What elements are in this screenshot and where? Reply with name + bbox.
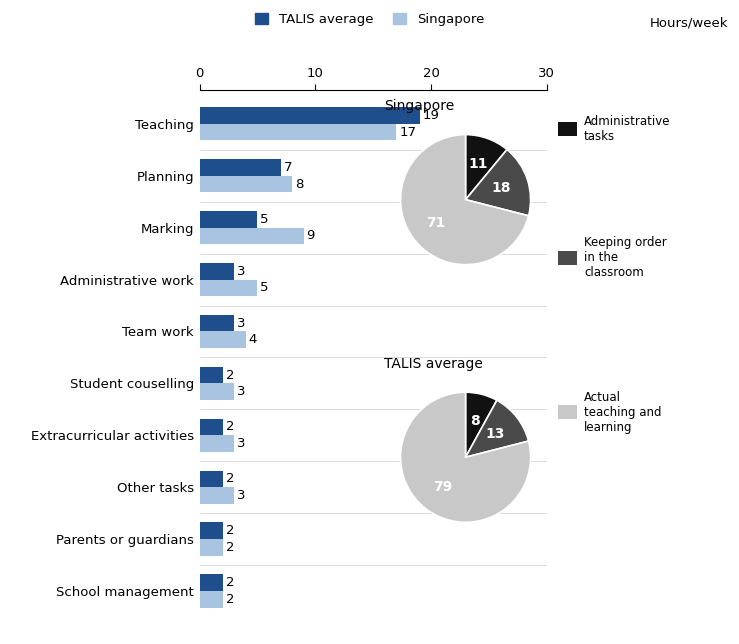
- Bar: [200, 211, 257, 228]
- Text: 3: 3: [237, 437, 245, 450]
- Legend: TALIS average, Singapore: TALIS average, Singapore: [255, 13, 484, 26]
- Text: 71: 71: [426, 216, 446, 230]
- Wedge shape: [401, 392, 531, 522]
- Bar: [200, 263, 234, 279]
- Text: 3: 3: [237, 385, 245, 398]
- Text: 2: 2: [225, 524, 234, 537]
- Bar: [200, 228, 304, 244]
- Text: 2: 2: [225, 541, 234, 554]
- Bar: [200, 159, 281, 176]
- Text: 3: 3: [237, 489, 245, 502]
- Text: 2: 2: [225, 576, 234, 589]
- Text: 2: 2: [225, 592, 234, 606]
- Bar: [200, 419, 222, 435]
- Text: 7: 7: [284, 161, 292, 174]
- Text: 3: 3: [237, 317, 245, 330]
- Text: 13: 13: [486, 427, 505, 441]
- Bar: [200, 471, 222, 487]
- Bar: [200, 124, 396, 140]
- Wedge shape: [466, 135, 507, 200]
- Wedge shape: [466, 149, 531, 216]
- Bar: [200, 487, 234, 504]
- Bar: [200, 539, 222, 556]
- Text: 5: 5: [260, 213, 269, 226]
- Bar: [200, 279, 257, 296]
- Text: Keeping order
in the
classroom: Keeping order in the classroom: [584, 236, 667, 279]
- Bar: [200, 332, 246, 348]
- Wedge shape: [401, 135, 528, 265]
- Text: 2: 2: [225, 421, 234, 433]
- Bar: [200, 591, 222, 607]
- Text: 8: 8: [470, 413, 480, 428]
- Text: 5: 5: [260, 281, 269, 294]
- Text: 2: 2: [225, 368, 234, 381]
- Text: 4: 4: [249, 334, 257, 346]
- Wedge shape: [466, 392, 497, 457]
- Text: 9: 9: [307, 229, 315, 243]
- Bar: [200, 108, 420, 124]
- Text: 11: 11: [469, 157, 488, 171]
- Bar: [200, 435, 234, 452]
- Bar: [200, 383, 234, 400]
- Bar: [200, 522, 222, 539]
- Bar: [200, 176, 292, 193]
- Text: Administrative
tasks: Administrative tasks: [584, 115, 670, 143]
- Text: 19: 19: [423, 109, 439, 122]
- Text: 3: 3: [237, 265, 245, 278]
- Text: Actual
teaching and
learning: Actual teaching and learning: [584, 391, 661, 433]
- Bar: [200, 574, 222, 591]
- Text: 17: 17: [399, 126, 416, 138]
- Wedge shape: [466, 401, 528, 457]
- Text: TALIS average: TALIS average: [384, 357, 483, 370]
- Text: 2: 2: [225, 472, 234, 486]
- Text: 8: 8: [295, 178, 304, 191]
- Bar: [200, 367, 222, 383]
- Text: 79: 79: [433, 480, 452, 494]
- Bar: [200, 315, 234, 332]
- Text: Hours/week: Hours/week: [650, 16, 728, 29]
- Text: Singapore: Singapore: [384, 99, 454, 113]
- Text: 18: 18: [491, 181, 511, 195]
